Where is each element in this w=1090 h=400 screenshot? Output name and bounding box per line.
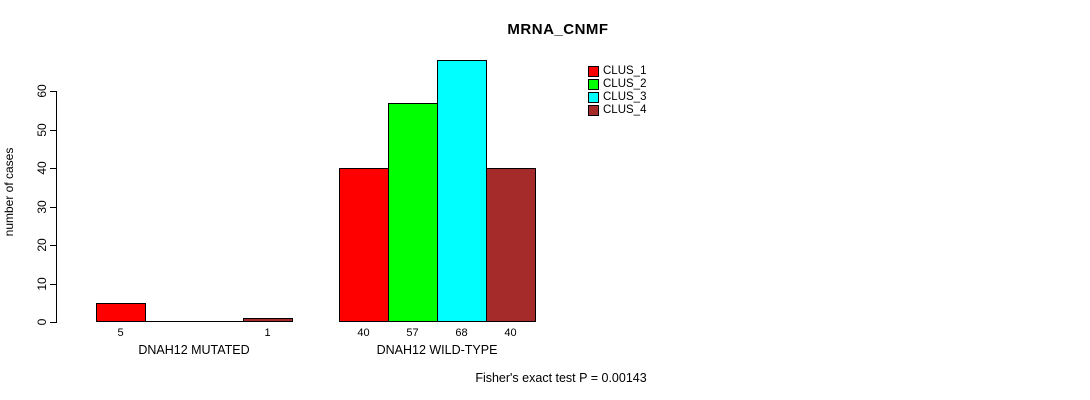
fisher-test-annotation: Fisher's exact test P = 0.00143	[475, 371, 647, 385]
legend-swatch-clus_3	[588, 92, 599, 103]
y-tick-mark	[50, 130, 56, 131]
legend-item: CLUS_1	[588, 65, 646, 78]
legend-item-label: CLUS_3	[603, 91, 647, 103]
y-axis-label: number of cases	[2, 147, 16, 237]
y-tick-label: 10	[35, 277, 49, 291]
bar-value-label: 57	[406, 327, 419, 339]
x-group-label: DNAH12 MUTATED	[138, 343, 250, 357]
legend-swatch-clus_4	[588, 105, 599, 116]
y-tick-mark	[50, 284, 56, 285]
y-tick-label: 30	[35, 200, 49, 214]
legend-swatch-clus_2	[588, 79, 599, 90]
legend: CLUS_1 CLUS_2 CLUS_3 CLUS_4	[588, 65, 646, 117]
x-group-label: DNAH12 WILD-TYPE	[376, 343, 498, 357]
y-tick-mark	[50, 322, 56, 323]
legend-item-label: CLUS_4	[603, 104, 647, 116]
y-axis-line	[56, 91, 57, 323]
y-tick-mark	[50, 168, 56, 169]
chart-title: MRNA_CNMF	[507, 21, 609, 38]
y-tick-label: 50	[35, 123, 49, 137]
legend-item: CLUS_3	[588, 91, 646, 104]
bar-clus_1	[96, 303, 146, 322]
bar-value-label: 5	[117, 327, 124, 339]
y-tick-label: 20	[35, 238, 49, 252]
legend-item-label: CLUS_1	[603, 65, 647, 77]
bar-value-label: 40	[357, 327, 370, 339]
legend-item: CLUS_2	[588, 78, 646, 91]
legend-item-label: CLUS_2	[603, 78, 647, 90]
y-tick-mark	[50, 245, 56, 246]
bar-value-label: 40	[504, 327, 517, 339]
y-tick-label: 40	[35, 161, 49, 175]
y-tick-mark	[50, 91, 56, 92]
bar-clus_2-zero	[145, 321, 195, 322]
y-tick-label: 60	[35, 84, 49, 98]
y-tick-label: 0	[35, 318, 49, 326]
bar-clus_4	[486, 168, 536, 322]
legend-item: CLUS_4	[588, 104, 646, 117]
legend-swatch-clus_1	[588, 66, 599, 77]
bar-clus_1	[339, 168, 389, 322]
bar-clus_2	[388, 103, 438, 322]
bar-value-label: 1	[264, 327, 271, 339]
bar-clus_3-zero	[194, 321, 244, 322]
y-tick-mark	[50, 207, 56, 208]
bar-clus_3	[437, 60, 487, 322]
bar-value-label: 68	[455, 327, 468, 339]
bar-clus_4	[243, 318, 293, 322]
